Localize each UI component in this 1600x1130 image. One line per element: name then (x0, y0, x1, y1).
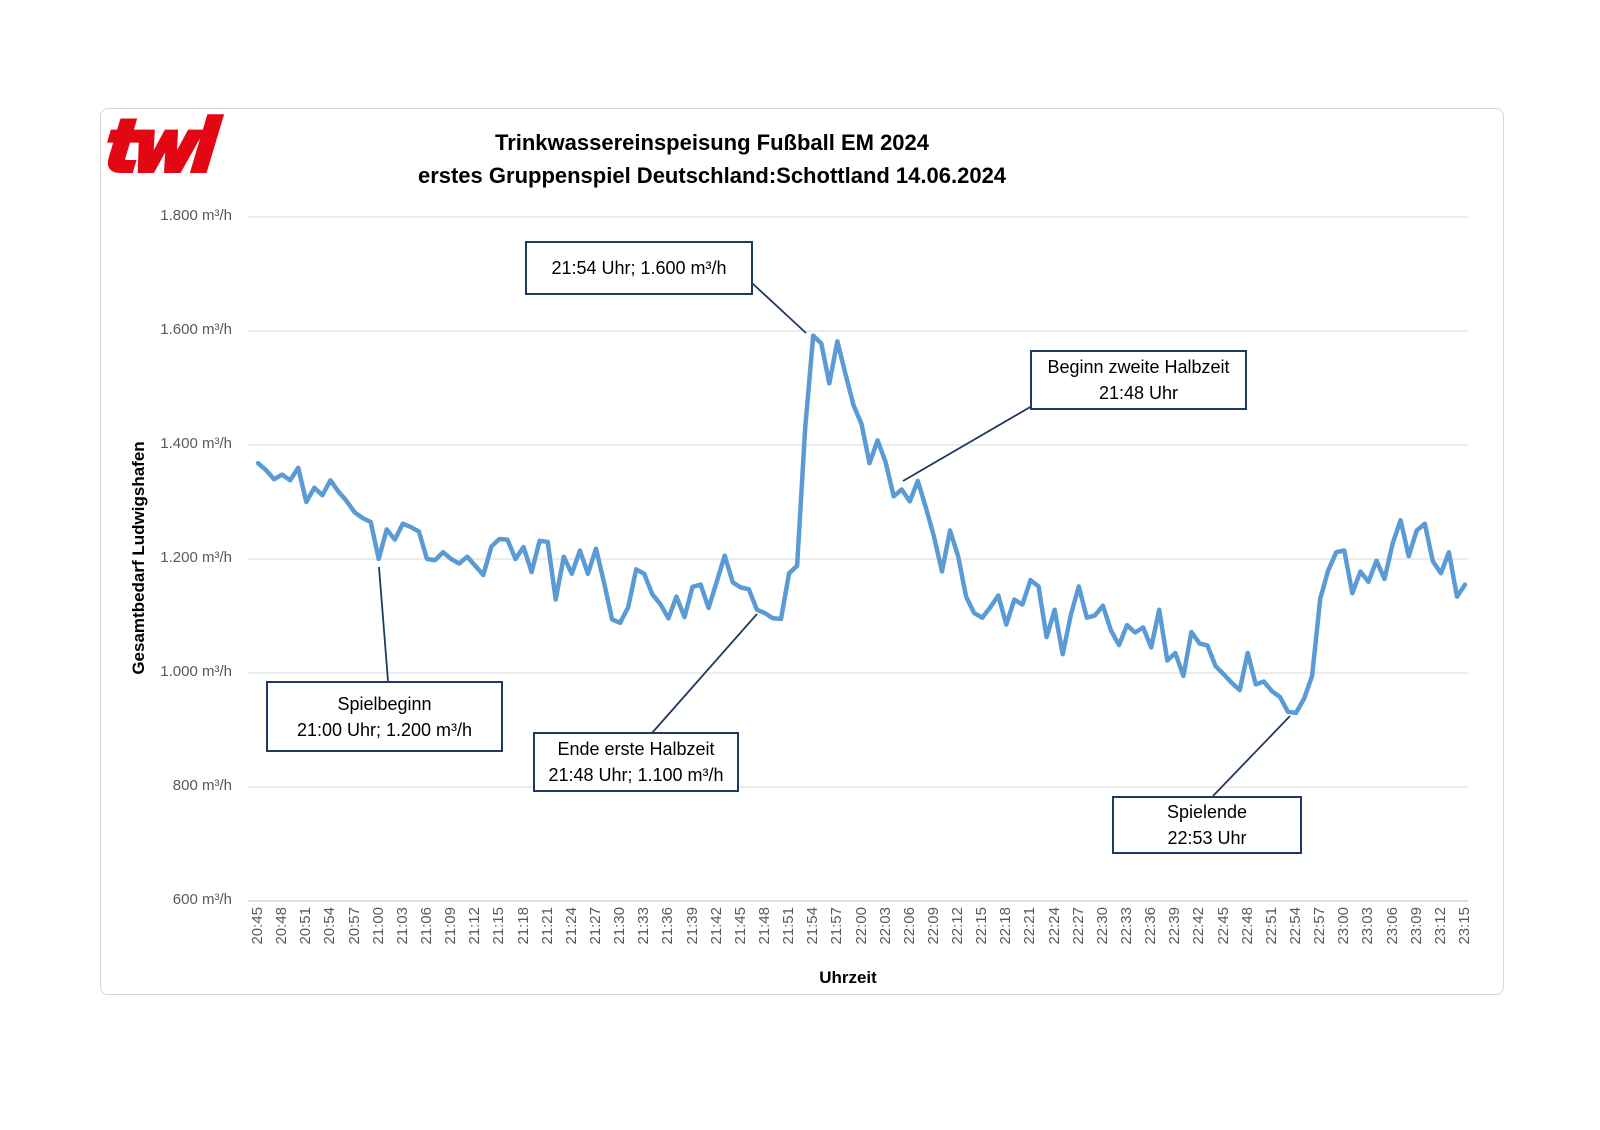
demand-series-line (255, 333, 1468, 716)
annotation-kickoff: Spielbeginn 21:00 Uhr; 1.200 m³/h (266, 681, 503, 752)
x-tick-label: 21:15 (490, 907, 508, 945)
x-tick-label: 21:09 (442, 907, 460, 945)
x-axis-title: Uhrzeit (819, 968, 877, 987)
x-tick-label: 21:00 (369, 907, 387, 945)
x-tick-label: 22:42 (1190, 907, 1208, 945)
x-tick-label: 21:21 (538, 907, 556, 945)
x-tick-label: 22:36 (1142, 907, 1160, 945)
x-tick-label: 22:12 (949, 907, 967, 945)
annotation-fulltime-line2: 22:53 Uhr (1167, 828, 1247, 848)
x-tick-label: 21:36 (659, 907, 677, 945)
x-tick-label: 21:24 (562, 907, 580, 945)
x-tick-label: 21:06 (417, 907, 435, 945)
x-tick-label: 20:51 (297, 907, 315, 945)
y-tick-label: 1.800 m³/h (160, 207, 232, 224)
x-tick-label: 21:12 (466, 907, 484, 945)
x-tick-label: 23:12 (1431, 907, 1449, 945)
y-tick-label: 1.000 m³/h (160, 663, 232, 680)
x-tick-label: 22:24 (1045, 907, 1063, 945)
x-tick-label: 21:54 (804, 907, 822, 945)
y-axis-title: Gesamtbedarf Ludwigshafen (129, 441, 148, 675)
x-tick-label: 20:57 (345, 907, 363, 945)
x-tick-label: 22:15 (973, 907, 991, 945)
x-tick-label: 21:42 (707, 907, 725, 945)
x-tick-label: 22:45 (1214, 907, 1232, 945)
annotation-halftime-line1: Ende erste Halbzeit (557, 739, 715, 759)
x-tick-label: 22:21 (1021, 907, 1039, 945)
x-tick-label: 22:30 (1093, 907, 1111, 945)
x-tick-label: 23:03 (1359, 907, 1377, 945)
x-tick-label: 22:27 (1069, 907, 1087, 945)
y-tick-label: 1.600 m³/h (160, 321, 232, 338)
y-tick-label: 800 m³/h (172, 777, 232, 794)
annotation-fulltime: Spielende 22:53 Uhr (1112, 796, 1302, 854)
chart-title: Trinkwassereinspeisung Fußball EM 2024 e… (112, 126, 1312, 192)
x-tick-label: 22:39 (1166, 907, 1184, 945)
chart-title-line2: erstes Gruppenspiel Deutschland:Schottla… (417, 163, 1007, 188)
x-tick-label: 21:45 (731, 907, 749, 945)
y-tick-label: 1.400 m³/h (160, 435, 232, 452)
annotation-kickoff-line1: Spielbeginn (337, 693, 432, 714)
annotation-peak-text: 21:54 Uhr; 1.600 m³/h (551, 258, 727, 278)
x-tick-label: 21:57 (828, 907, 846, 945)
x-tick-label: 21:03 (393, 907, 411, 945)
x-tick-label: 23:15 (1456, 907, 1473, 945)
annotation-fulltime-line1: Spielende (1166, 802, 1248, 822)
annotation-second-half-line1: Beginn zweite Halbzeit (1047, 357, 1230, 377)
x-tick-label: 22:03 (876, 907, 894, 945)
x-tick-label: 20:54 (321, 907, 339, 945)
x-tick-label: 22:51 (1262, 907, 1280, 945)
x-tick-label: 22:33 (1118, 907, 1136, 945)
y-tick-label: 1.200 m³/h (160, 549, 232, 566)
chart-title-line1: Trinkwassereinspeisung Fußball EM 2024 (494, 130, 930, 155)
annotation-halftime-line2: 21:48 Uhr; 1.100 m³/h (548, 765, 724, 785)
x-tick-label: 21:30 (611, 907, 629, 945)
x-tick-label: 22:06 (900, 907, 918, 945)
x-tick-label: 21:18 (514, 907, 532, 945)
y-tick-label: 600 m³/h (172, 891, 232, 908)
x-tick-label: 23:09 (1407, 907, 1425, 945)
x-tick-label: 22:54 (1287, 907, 1305, 945)
x-tick-label: 20:48 (273, 907, 291, 945)
annotation-second-half: Beginn zweite Halbzeit 21:48 Uhr (1030, 350, 1247, 410)
annotation-peak: 21:54 Uhr; 1.600 m³/h (525, 241, 753, 295)
x-tick-label: 21:39 (683, 907, 701, 945)
annotation-second-half-line2: 21:48 Uhr (1098, 383, 1179, 403)
annotation-halftime: Ende erste Halbzeit 21:48 Uhr; 1.100 m³/… (533, 732, 739, 792)
x-tick-label: 22:57 (1311, 907, 1329, 945)
x-tick-label: 21:48 (755, 907, 773, 945)
x-tick-label: 22:18 (997, 907, 1015, 945)
x-tick-label: 20:45 (249, 907, 266, 945)
x-tick-label: 23:00 (1335, 907, 1353, 945)
annotation-kickoff-line2: 21:00 Uhr; 1.200 m³/h (296, 719, 473, 740)
x-tick-label: 21:27 (586, 907, 604, 945)
x-tick-label: 23:06 (1383, 907, 1401, 945)
x-tick-label: 22:00 (852, 907, 870, 945)
x-tick-label: 22:48 (1238, 907, 1256, 945)
x-tick-label: 22:09 (924, 907, 942, 945)
x-tick-label: 21:51 (780, 907, 798, 945)
x-tick-label: 21:33 (635, 907, 653, 945)
